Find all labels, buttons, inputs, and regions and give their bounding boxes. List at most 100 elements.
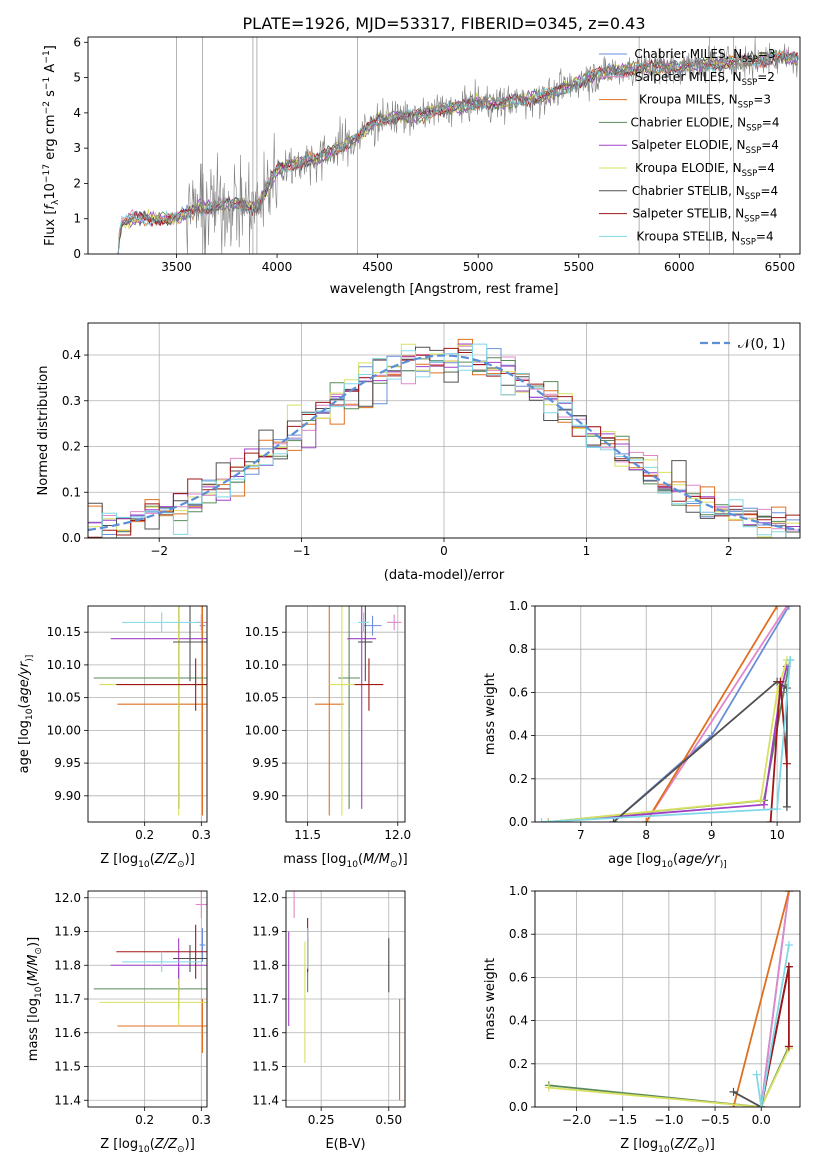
y-tick-label: 0.0	[509, 1100, 528, 1114]
spectrum-plot	[116, 37, 799, 254]
y-tick-label: 0.2	[509, 772, 528, 786]
legend-label-salpeter_stelib: Salpeter STELIB, NSSP=4	[632, 207, 777, 224]
y-tick-label: 10.15	[245, 625, 279, 639]
weight_vs_z-plot	[544, 891, 793, 1107]
x-tick-label: 9	[708, 828, 716, 842]
weight_vs_z-frame	[534, 890, 801, 1108]
y-tick-label: 0.1	[62, 485, 81, 499]
legend-label-kroupa_miles: Kroupa MILES, NSSP=3	[639, 93, 771, 110]
y-axis-label: mass weight	[483, 958, 498, 1040]
weight_vs_age-axes: 7 8 9 10 0.0 0.2 0.4 0.6 0.8 1.0	[509, 599, 800, 842]
weight-line-salpeter_miles	[760, 891, 790, 1107]
x-tick-label: −1.0	[654, 1113, 683, 1127]
x-tick-label: −1	[293, 544, 311, 558]
y-tick-label: 0.8	[509, 642, 528, 656]
weight-marker-chabrier_stelib	[609, 818, 618, 822]
residuals-frame	[87, 322, 801, 539]
y-tick-label: 6	[73, 35, 81, 49]
mass_vs_ebv-axes: 0.25 0.50 11.4 11.5 11.6 11.7 11.8 11.9 12.0	[252, 891, 405, 1127]
age_vs_z-frame	[87, 605, 208, 823]
weight-line-salpeter_elodie	[548, 666, 788, 822]
y-tick-label: 0.2	[509, 1057, 528, 1071]
weight-marker-chabrier_miles	[784, 606, 793, 610]
y-tick-label: 11.4	[54, 1093, 81, 1107]
mass_vs_ebv-plot	[288, 891, 401, 1101]
y-tick-label: 0	[73, 247, 81, 261]
x-tick-label: 1	[583, 544, 591, 558]
x-tick-label: −2	[150, 544, 168, 558]
weight-line-kroupa_elodie	[548, 1048, 790, 1107]
y-tick-label: 11.6	[252, 1026, 279, 1040]
weight-line-salpeter_miles	[645, 606, 788, 822]
y-tick-label: 9.95	[54, 756, 81, 770]
weight-marker-salpeter_miles	[782, 606, 791, 610]
y-axis-label: age [log10(age/yr)]	[17, 655, 35, 774]
x-axis-label: Z [log10(Z/Z⊙)]	[620, 1137, 715, 1155]
weight-marker-chabrier_stelib	[729, 1087, 738, 1096]
x-tick-label: 4000	[262, 260, 293, 274]
y-tick-label: 10.15	[47, 625, 81, 639]
y-tick-label: 11.8	[54, 958, 81, 972]
y-tick-label: 1	[73, 212, 81, 226]
y-tick-label: 11.7	[54, 992, 81, 1006]
figure-title: PLATE=1926, MJD=53317, FIBERID=0345, z=0…	[242, 14, 645, 33]
normal-curve	[88, 354, 800, 532]
weight-marker-salpeter_stelib	[776, 677, 785, 686]
x-axis-label: (data-model)/error	[384, 568, 505, 583]
hist-kroupa_stelib	[88, 343, 800, 538]
x-axis-label: wavelength [Angstrom, rest frame]	[330, 282, 559, 297]
weight_vs_age-frame	[534, 605, 801, 823]
x-tick-label: 12.0	[384, 828, 411, 842]
y-tick-label: 0.0	[509, 815, 528, 829]
y-tick-label: 0.4	[62, 348, 81, 362]
weight_vs_age-plot	[537, 606, 795, 822]
x-tick-label: 0.3	[192, 828, 211, 842]
y-tick-label: 0.4	[509, 729, 528, 743]
x-axis-label: Z [log10(Z/Z⊙)]	[100, 1137, 195, 1155]
y-axis-label: Flux [fλ10−17 erg cm−2 s−1 A−1]	[42, 45, 61, 246]
y-tick-label: 9.95	[252, 756, 279, 770]
legend-label-kroupa_stelib: Kroupa STELIB, NSSP=4	[636, 229, 773, 246]
y-tick-label: 5	[73, 71, 81, 85]
y-tick-label: 10.10	[47, 658, 81, 672]
weight-marker-kroupa_elodie	[544, 1083, 553, 1092]
spectrum-axes: 3500 4000 4500 5000 5500 6000 6500 0 1 2 3 4 5 6	[73, 35, 795, 274]
y-tick-label: 4	[73, 106, 81, 120]
x-tick-label: 0.0	[752, 1113, 771, 1127]
x-tick-label: 0	[440, 544, 448, 558]
legend-label-chabrier_miles: Chabrier MILES, NSSP=3	[634, 47, 775, 64]
x-tick-label: 7	[577, 828, 585, 842]
weight-marker-salpeter_stelib	[766, 818, 775, 822]
weight-line-kroupa_miles	[732, 891, 790, 1107]
x-axis-label: mass [log10(M/M⊙)]	[283, 852, 407, 870]
y-tick-label: 10.00	[47, 723, 81, 737]
x-axis-label: age [log10(age/yr)]	[608, 852, 727, 870]
spectrum-frame	[87, 36, 801, 255]
x-tick-label: −2.0	[562, 1113, 591, 1127]
weight-marker-salpeter_stelib	[784, 962, 793, 971]
x-tick-label: 0.50	[375, 1113, 402, 1127]
weight-marker-chabrier_stelib	[782, 802, 791, 811]
legend-label-salpeter_miles: Salpeter MILES, NSSP=2	[635, 70, 775, 87]
legend-label-chabrier_elodie: Chabrier ELODIE, NSSP=4	[631, 115, 780, 132]
weight-marker-kroupa_stelib	[757, 1103, 766, 1107]
x-tick-label: 6500	[765, 260, 796, 274]
x-tick-label: −0.5	[700, 1113, 729, 1127]
y-tick-label: 11.6	[54, 1026, 81, 1040]
data-spectrum	[116, 37, 799, 254]
y-tick-label: 12.0	[252, 891, 279, 905]
weight-line-kroupa_stelib	[755, 944, 790, 1107]
y-tick-label: 11.9	[54, 925, 81, 939]
weight-line-kroupa_miles	[645, 606, 778, 822]
age_vs_mass-frame	[285, 605, 406, 823]
y-tick-label: 10.10	[245, 658, 279, 672]
weight-marker-kroupa_stelib	[786, 656, 795, 664]
x-axis-label: E(B-V)	[325, 1137, 365, 1152]
x-tick-label: 2	[725, 544, 733, 558]
legend-label-salpeter_elodie: Salpeter ELODIE, NSSP=4	[631, 138, 779, 155]
x-tick-label: 0.3	[192, 1113, 211, 1127]
legend-label-kroupa_elodie: Kroupa ELODIE, NSSP=4	[635, 161, 775, 178]
legend-label-chabrier_stelib: Chabrier STELIB, NSSP=4	[632, 184, 778, 201]
age_vs_mass-plot	[314, 606, 402, 816]
